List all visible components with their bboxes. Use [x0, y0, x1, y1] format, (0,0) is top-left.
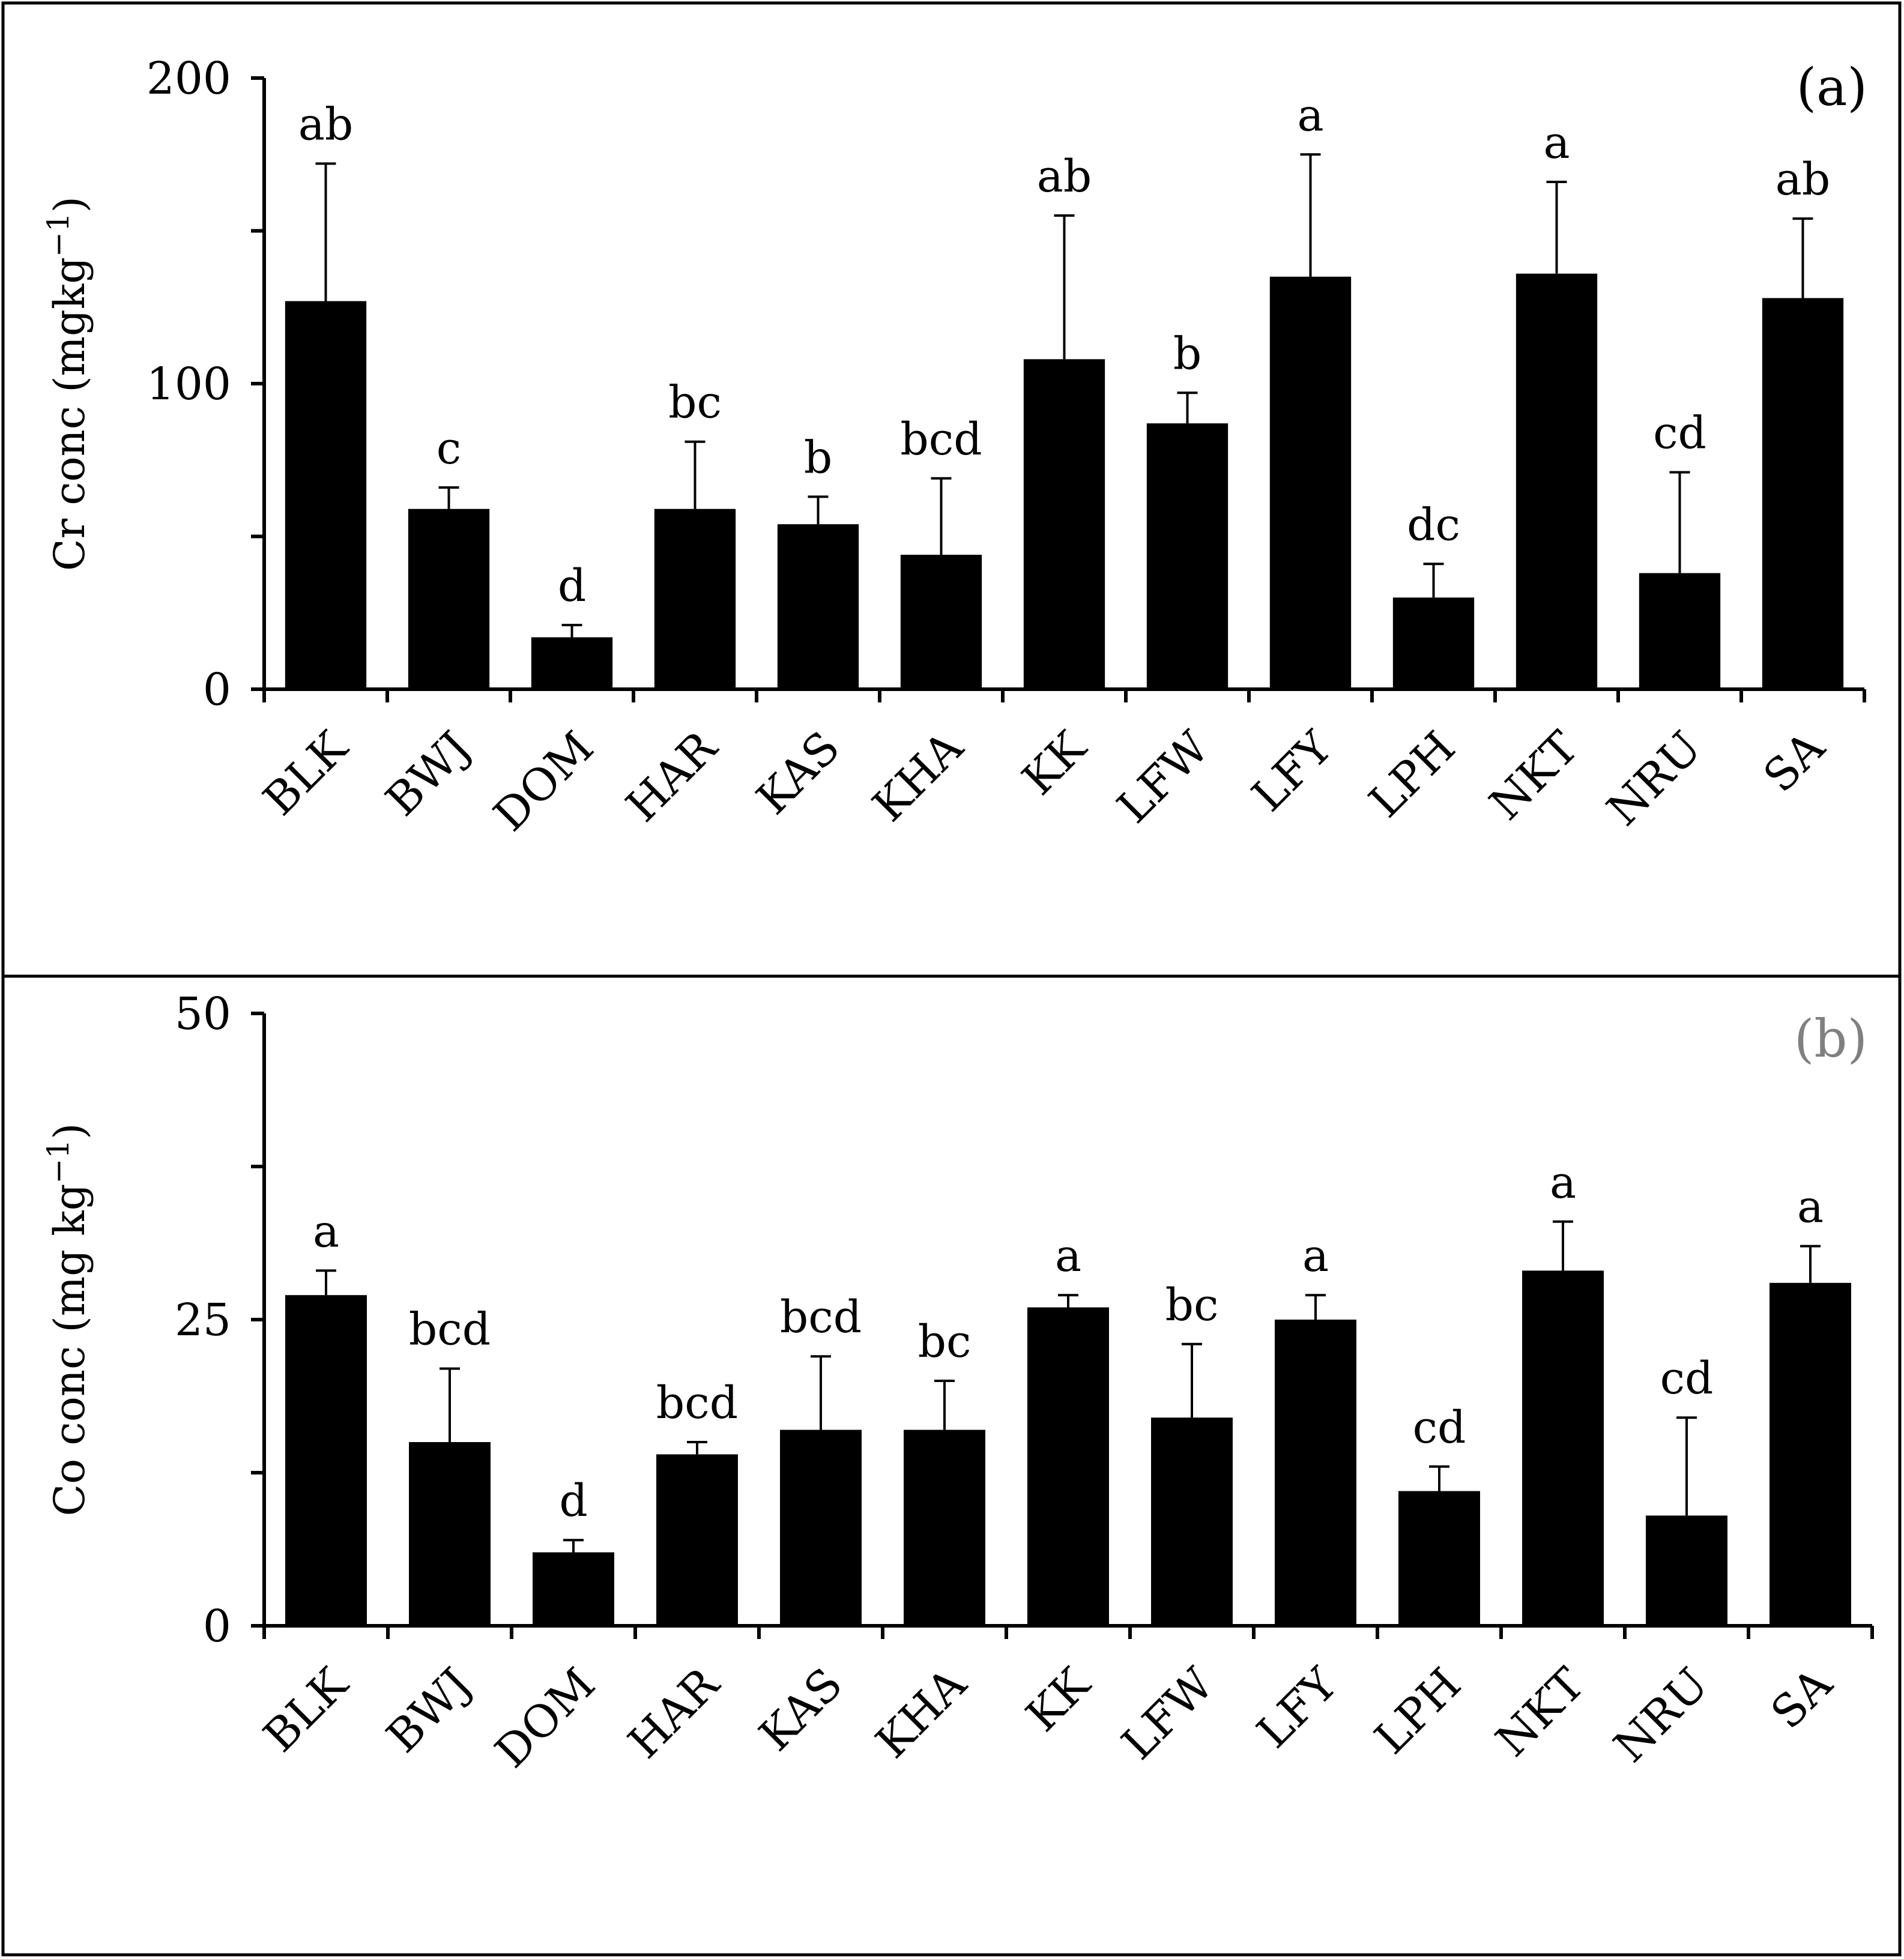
significance-label: dc	[1407, 499, 1460, 551]
significance-label: a	[313, 1206, 339, 1257]
significance-label: a	[1055, 1230, 1081, 1282]
x-tick-label: NRU	[1604, 1658, 1718, 1772]
panel-b-chart: 0 25 50 Co conc (mg kg−1) (b) a BLK bcd BWJ d DOM b…	[41, 988, 1874, 1778]
bar-lfy	[1275, 1320, 1356, 1626]
bar-nkt	[1522, 1270, 1604, 1626]
x-tick-label: HAR	[617, 720, 728, 832]
bar-lfy	[1269, 276, 1352, 690]
bar-blk	[285, 301, 367, 689]
x-tick-label: HAR	[618, 1657, 730, 1768]
panel-label: (a)	[1797, 58, 1867, 118]
significance-label: d	[558, 560, 586, 612]
y-axis-label-superscript: −1	[41, 1139, 76, 1184]
significance-label: c	[437, 423, 461, 474]
x-tick-label: LPH	[1359, 722, 1465, 827]
bar-bwj	[408, 509, 490, 689]
significance-label: a	[1797, 1182, 1824, 1233]
y-tick-label: 100	[147, 358, 231, 410]
y-axis-label: Cr conc (mgkg−1)	[41, 196, 94, 571]
y-tick-label: 50	[175, 988, 231, 1040]
bar-kha	[900, 555, 982, 689]
x-tick-label: LFW	[1108, 722, 1219, 833]
x-tick-label: BWJ	[377, 1658, 482, 1763]
x-tick-label: NRU	[1597, 722, 1711, 836]
y-tick-label: 25	[175, 1294, 231, 1346]
x-tick-label: KK	[1017, 1658, 1101, 1742]
x-tick-label: SA	[1754, 721, 1836, 803]
bar-nru	[1646, 1515, 1727, 1626]
y-axis-label-text: Co conc (mg kg	[45, 1184, 94, 1517]
bar-blk	[285, 1295, 367, 1626]
significance-label: a	[1297, 89, 1323, 141]
bar-bwj	[409, 1442, 491, 1626]
x-tick-label: LFW	[1112, 1658, 1224, 1770]
bar-lph	[1398, 1491, 1480, 1626]
bar-kas	[780, 1429, 862, 1626]
y-axis-label-text: Cr conc (mgkg	[45, 257, 94, 571]
significance-label: a	[1302, 1230, 1329, 1282]
y-tick-label: 200	[147, 53, 231, 104]
x-tick-label: DOM	[484, 722, 603, 841]
x-tick-label: LFY	[1247, 1658, 1347, 1758]
y-axis-label: Co conc (mg kg−1)	[41, 1123, 94, 1517]
bar-sa	[1770, 1282, 1851, 1626]
y-tick-label: 0	[203, 1601, 231, 1652]
significance-label: bcd	[656, 1377, 738, 1429]
x-tick-label: NKT	[1480, 722, 1589, 830]
significance-label: cd	[1660, 1353, 1714, 1404]
bar-nkt	[1516, 273, 1598, 689]
significance-label: b	[1173, 328, 1201, 379]
x-tick-label: DOM	[485, 1658, 605, 1778]
x-tick-label: KAS	[749, 1658, 852, 1761]
bar-har	[656, 1454, 738, 1626]
significance-label: bcd	[780, 1291, 862, 1343]
x-tick-label: BWJ	[376, 722, 480, 826]
significance-label: cd	[1413, 1402, 1466, 1453]
y-tick-label: 0	[203, 664, 231, 716]
x-tick-label: BLK	[254, 1658, 358, 1762]
bar-lph	[1392, 597, 1475, 689]
significance-label: bcd	[900, 414, 982, 465]
x-tick-label: KAS	[747, 722, 850, 824]
significance-label: a	[1550, 1157, 1576, 1209]
significance-label: bc	[1165, 1279, 1219, 1331]
x-tick-label: LPH	[1365, 1658, 1470, 1764]
bar-kha	[904, 1429, 985, 1626]
significance-label: cd	[1653, 408, 1706, 459]
y-axis-label-suffix: )	[45, 1123, 94, 1139]
bar-dom	[531, 637, 613, 689]
y-axis-label-suffix: )	[45, 196, 94, 213]
x-tick-label: KHA	[866, 1658, 976, 1768]
significance-label: bc	[918, 1316, 972, 1368]
significance-label: bc	[668, 377, 722, 429]
x-tick-label: BLK	[253, 721, 358, 826]
bar-kas	[777, 524, 859, 689]
bar-nru	[1639, 573, 1721, 689]
y-axis-label-superscript: −1	[41, 213, 76, 257]
significance-label: ab	[1776, 154, 1831, 205]
panel-label: (b)	[1794, 1009, 1867, 1069]
significance-label: bcd	[409, 1304, 491, 1356]
significance-label: ab	[298, 99, 354, 151]
x-tick-label: NKT	[1486, 1658, 1595, 1767]
bar-lfw	[1146, 423, 1229, 689]
bar-har	[654, 509, 736, 689]
bar-sa	[1762, 298, 1844, 690]
bar-kk	[1023, 359, 1105, 689]
significance-label: d	[559, 1475, 587, 1527]
bar-dom	[533, 1552, 614, 1626]
significance-label: b	[804, 432, 832, 483]
x-tick-label: LFY	[1242, 721, 1343, 821]
significance-label: ab	[1037, 151, 1092, 202]
x-tick-label: KHA	[863, 721, 973, 832]
x-tick-label: SA	[1761, 1658, 1843, 1739]
bar-lfw	[1151, 1417, 1233, 1626]
x-tick-label: KK	[1012, 721, 1096, 805]
significance-label: a	[1543, 117, 1570, 169]
bar-kk	[1027, 1307, 1109, 1626]
